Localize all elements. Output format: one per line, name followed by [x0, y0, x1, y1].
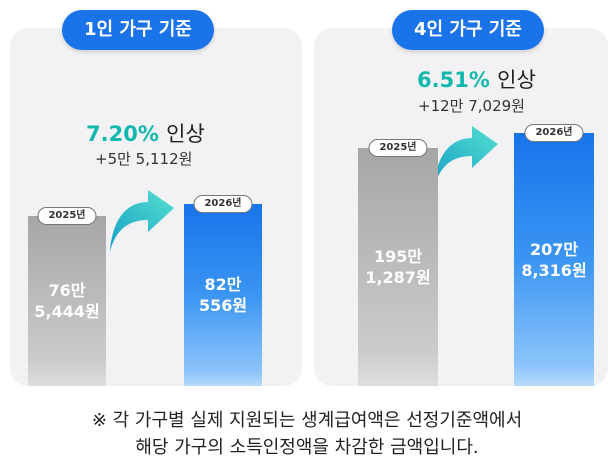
bar-value-label: 207만 8,316원 — [521, 239, 587, 280]
increase-arrow-icon — [110, 190, 174, 252]
bar-value-label: 82만 556원 — [198, 275, 248, 315]
year-label: 2025년 — [37, 207, 97, 225]
bar-value-label: 195만 1,287원 — [365, 247, 431, 287]
increase-percent-label-4-person: 6.51% 인상 — [417, 64, 536, 94]
increase-percent-value: 7.20% — [86, 122, 159, 146]
chart-title-4-person: 4인 가구 기준 — [392, 10, 544, 50]
year-label: 2025년 — [368, 139, 428, 157]
chart-title-1-person: 1인 가구 기준 — [62, 10, 214, 50]
bar-2025-1-person: 76만 5,444원 — [28, 216, 106, 386]
footnote-line-2: 해당 가구의 소득인정액을 차감한 금액입니다. — [135, 437, 479, 458]
increase-amount-4-person: +12만 7,029원 — [418, 97, 525, 115]
bar-2026-4-person: 207만 8,316원 — [514, 133, 594, 386]
increase-word: 인상 — [497, 68, 536, 92]
year-label: 2026년 — [193, 195, 253, 213]
bar-value-label: 76만 5,444원 — [34, 281, 100, 321]
bar-2026-1-person: 82만 556원 — [184, 204, 262, 386]
year-label: 2026년 — [524, 124, 584, 142]
increase-percent-value: 6.51% — [417, 68, 490, 92]
increase-word: 인상 — [166, 122, 205, 146]
increase-arrow-icon — [434, 126, 498, 188]
increase-amount-1-person: +5만 5,112원 — [95, 150, 193, 168]
footnote-line-1: ※ 각 가구별 실제 지원되는 생계급여액은 선정기준액에서 — [91, 410, 523, 431]
increase-percent-label-1-person: 7.20% 인상 — [86, 118, 205, 148]
footnote: ※ 각 가구별 실제 지원되는 생계급여액은 선정기준액에서 해당 가구의 소득… — [0, 407, 614, 461]
bar-2025-4-person: 195만 1,287원 — [358, 148, 438, 386]
